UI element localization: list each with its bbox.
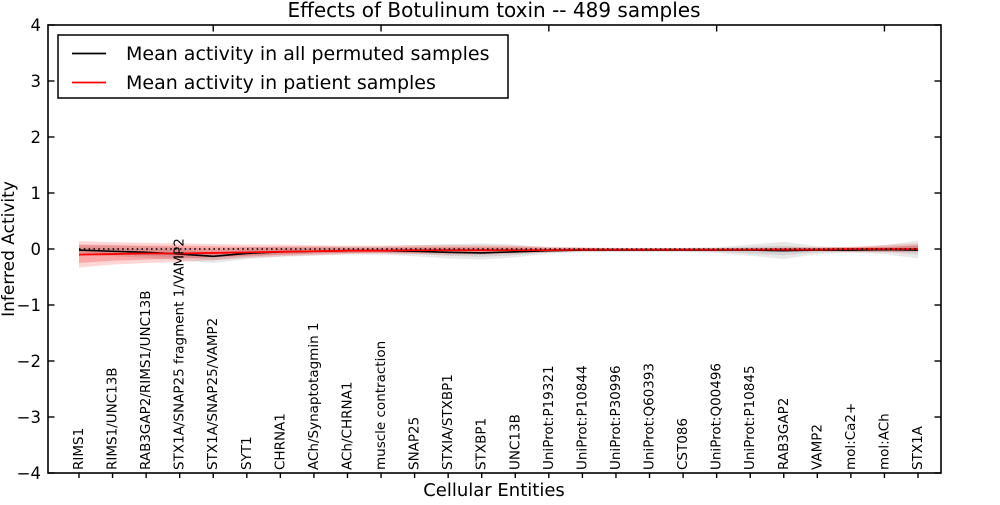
legend-label-permuted: Mean activity in all permuted samples [126,43,489,65]
y-tick-label: −2 [17,352,41,371]
y-tick-label: 4 [31,16,42,35]
x-category-label: UniProt:P19321 [541,365,557,470]
x-category-label: UNC13B [507,414,523,470]
y-tick-label: 0 [31,240,42,259]
x-category-label: mol:Ca2+ [843,403,859,470]
y-tick-label: −4 [17,464,41,483]
x-category-label: STX1A/SNAP25 fragment 1/VAMP2 [172,238,188,470]
data-lines [78,248,919,258]
chart-title: Effects of Botulinum toxin -- 489 sample… [287,0,700,22]
y-axis-label: Inferred Activity [0,181,19,317]
x-category-label: UniProt:P10844 [574,365,590,470]
legend-label-patient: Mean activity in patient samples [126,72,436,94]
y-tick-label: 2 [31,128,42,147]
x-category-label: CHRNA1 [272,413,288,470]
y-tick-label: 1 [31,184,42,203]
x-category-label: UniProt:Q00496 [709,363,725,470]
x-category-label: SNAP25 [407,417,423,470]
legend-box [57,34,509,99]
legend: Mean activity in all permuted samples Me… [57,34,509,99]
x-axis-label: Cellular Entities [423,480,565,500]
x-category-label: ACh/CHRNA1 [339,382,355,470]
y-tick-label: −3 [17,408,41,427]
x-category-label: RAB3GAP2 [776,398,792,470]
x-category-label: UniProt:Q60393 [642,363,658,470]
permuted-mean-line [78,248,919,258]
y-tick-label: −1 [17,296,41,315]
x-category-label: muscle contraction [373,341,389,470]
x-category-label: UniProt:P30996 [608,365,624,470]
x-category-label: RAB3GAP2/RIMS1/UNC13B [138,291,154,470]
y-tick-label: 3 [31,72,42,91]
x-category-label: UniProt:P10845 [742,365,758,470]
x-category-label: STXIA/STXBP1 [440,374,456,470]
x-category-label: STX1A/SNAP25/VAMP2 [205,318,221,470]
x-category-label: mol:ACh [876,413,892,470]
plot-border [47,24,942,474]
x-category-label: STXBP1 [474,418,490,470]
x-category-label: RIMS1/UNC13B [105,367,121,470]
patient-mean-line [78,248,918,256]
y-tick-labels: −4 −3 −2 −1 0 1 2 3 4 [17,16,41,483]
confidence-bands [79,240,918,268]
x-category-label: SYT1 [239,436,255,470]
x-category-label: VAMP2 [809,424,825,470]
x-category-label: RIMS1 [71,428,87,470]
x-category-labels: RIMS1 RIMS1/UNC13B RAB3GAP2/RIMS1/UNC13B ST… [71,238,926,470]
x-category-label: STX1A [910,425,926,470]
x-category-label: CST086 [675,418,691,470]
band-patient-spread-outer [79,241,918,268]
x-category-label: ACh/Synaptotagmin 1 [306,322,322,470]
